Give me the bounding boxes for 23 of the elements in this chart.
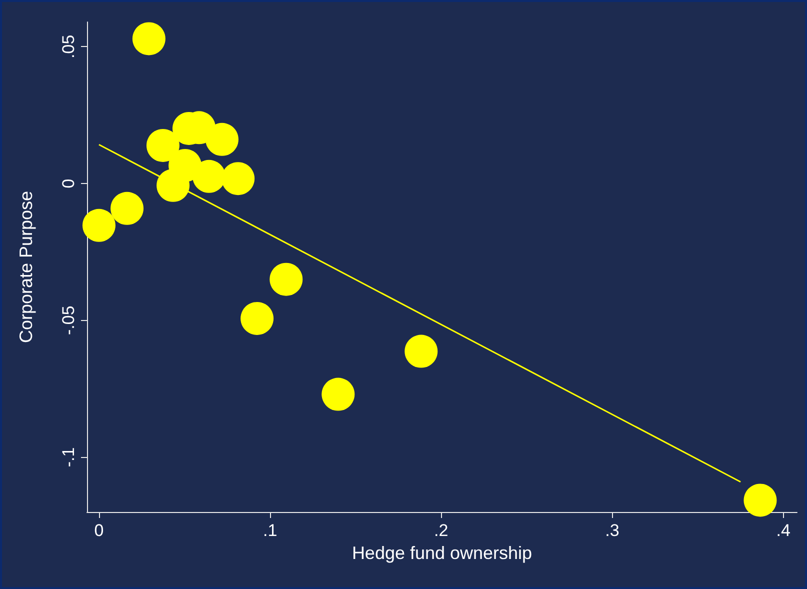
x-tick-label: 0 bbox=[94, 521, 104, 540]
x-tick-label: .1 bbox=[262, 521, 278, 540]
y-tick-label: .05 bbox=[59, 34, 78, 58]
y-tick-label: 0 bbox=[59, 178, 78, 188]
y-axis-title: Corporate Purpose bbox=[16, 190, 36, 344]
point bbox=[110, 192, 144, 225]
point bbox=[240, 302, 274, 335]
point bbox=[322, 378, 355, 411]
y-tick-label: -.05 bbox=[59, 306, 78, 336]
x-axis-title: Hedge fund ownership bbox=[352, 542, 532, 563]
point bbox=[82, 208, 116, 242]
point bbox=[270, 262, 303, 296]
point bbox=[744, 484, 777, 517]
point bbox=[404, 334, 438, 368]
point bbox=[146, 128, 180, 162]
point bbox=[132, 22, 166, 56]
y-tick-label: -.1 bbox=[59, 447, 78, 468]
x-tick-label: .3 bbox=[605, 521, 620, 540]
x-tick-label: .4 bbox=[776, 521, 790, 540]
point bbox=[222, 162, 255, 196]
x-tick-label: .2 bbox=[434, 521, 448, 540]
point bbox=[206, 122, 238, 156]
point bbox=[192, 160, 226, 193]
